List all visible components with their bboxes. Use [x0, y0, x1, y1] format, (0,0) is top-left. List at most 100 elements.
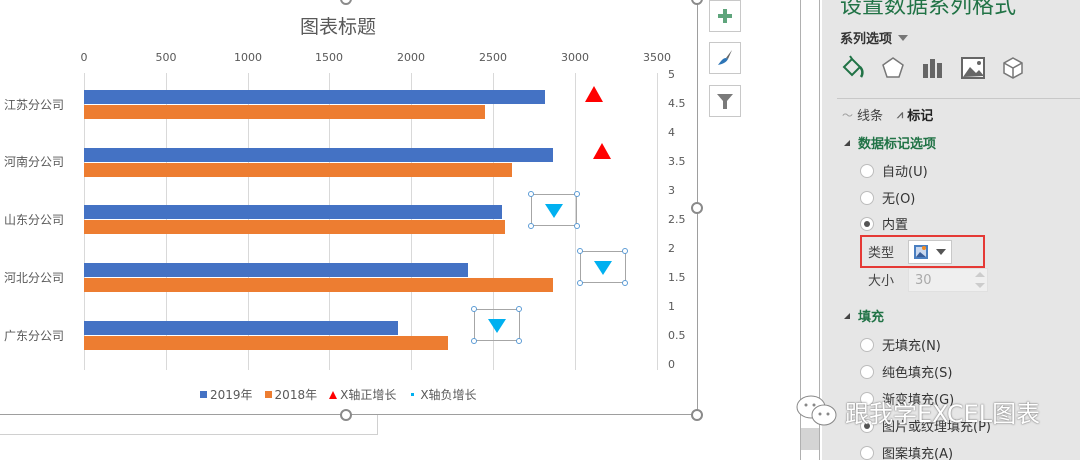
- bar-2019-hebei[interactable]: [84, 263, 468, 277]
- effects-tab[interactable]: [880, 55, 906, 81]
- bar-2019-jiangsu[interactable]: [84, 90, 545, 104]
- cube-icon: [1003, 57, 1023, 79]
- radio-label: 渐变填充(G): [882, 393, 955, 408]
- marker-up-triangle-icon[interactable]: [593, 143, 611, 159]
- scrollbar-thumb[interactable]: [801, 428, 819, 450]
- y2-tick: 2.5: [668, 213, 686, 226]
- category-label: 江苏分公司: [4, 98, 65, 112]
- picture-tab[interactable]: [960, 55, 986, 81]
- resize-handle-right[interactable]: [691, 202, 703, 214]
- x-tick: 3000: [561, 51, 589, 64]
- panel-title: 设置数据系列格式: [840, 0, 1017, 19]
- category-label: 河北分公司: [4, 271, 65, 285]
- panel-icon-tabs: [840, 55, 1026, 81]
- bar-2018-henan[interactable]: [84, 163, 512, 177]
- y2-tick: 3: [668, 184, 675, 197]
- radio-button-checked[interactable]: [860, 418, 874, 433]
- bar-2019-henan[interactable]: [84, 148, 553, 162]
- radio-builtin[interactable]: 内置: [860, 214, 908, 233]
- bar-2018-shandong[interactable]: [84, 220, 505, 234]
- plus-icon: [718, 9, 732, 23]
- radio-pattern-fill[interactable]: 图案填充(A): [860, 443, 953, 462]
- tab-line[interactable]: 〜 线条: [842, 105, 883, 125]
- resize-handle-bottom-right[interactable]: [691, 409, 703, 421]
- selection-dot: [516, 306, 522, 312]
- marker-down-triangle-icon: [545, 204, 563, 218]
- spin-down-icon[interactable]: [975, 283, 985, 288]
- bar-2018-hebei[interactable]: [84, 278, 553, 292]
- chart-title[interactable]: 图表标题: [300, 16, 377, 38]
- y2-tick: 4: [668, 126, 675, 139]
- gridline: [657, 73, 658, 370]
- radio-gradient-fill[interactable]: 渐变填充(G): [860, 389, 954, 408]
- chart-area[interactable]: 图表标题 0 500 1000 1500 2000 2500 3000 3500…: [0, 0, 703, 421]
- x-tick: 2000: [397, 51, 425, 64]
- marker-down-selected[interactable]: [580, 251, 626, 283]
- radio-none[interactable]: 无(O): [860, 188, 915, 207]
- radio-picture-fill[interactable]: 图片或纹理填充(P): [860, 416, 991, 435]
- legend-item-2019[interactable]: 2019年: [200, 386, 253, 403]
- y2-tick: 0.5: [668, 329, 686, 342]
- tab-marker[interactable]: ⩘ 标记: [897, 105, 933, 125]
- radio-button[interactable]: [860, 337, 874, 352]
- chevron-down-icon: [898, 34, 909, 41]
- radio-no-fill[interactable]: 无填充(N): [860, 335, 941, 354]
- chart-filters-button[interactable]: [709, 85, 741, 117]
- bar-2018-guangdong[interactable]: [84, 336, 448, 350]
- legend-label: 2019年: [210, 388, 253, 402]
- bar-2019-shandong[interactable]: [84, 205, 502, 219]
- series-options-dropdown[interactable]: 系列选项: [840, 28, 909, 47]
- marker-up-triangle-icon[interactable]: [585, 86, 603, 102]
- marker-down-triangle-icon: [594, 261, 612, 275]
- series-options-tab[interactable]: [920, 55, 946, 81]
- selection-dot: [622, 248, 628, 254]
- legend-item-2018[interactable]: 2018年: [264, 386, 318, 403]
- chart-elements-button[interactable]: [709, 0, 741, 32]
- legend-item-negative[interactable]: X轴负增长: [408, 386, 477, 403]
- legend-swatch-icon: [200, 391, 207, 398]
- radio-solid-fill[interactable]: 纯色填充(S): [860, 362, 952, 381]
- y2-tick: 1: [668, 300, 675, 313]
- radio-button[interactable]: [860, 364, 874, 379]
- radio-button[interactable]: [860, 190, 874, 205]
- radio-auto[interactable]: 自动(U): [860, 161, 928, 180]
- watermark: 跟我学EXCEL图表: [795, 393, 1040, 429]
- format-data-series-panel: 设置数据系列格式 系列选项 〜 线条 ⩘ 标记 数据标记选: [822, 0, 1080, 462]
- section-label: 数据标记选项: [858, 137, 937, 152]
- selection-dot: [577, 280, 583, 286]
- resize-handle-top-right[interactable]: [691, 0, 703, 5]
- filter-icon: [717, 94, 733, 109]
- category-label: 广东分公司: [4, 329, 65, 343]
- x-tick: 1500: [315, 51, 343, 64]
- spin-up-icon[interactable]: [975, 272, 985, 277]
- bar-2019-guangdong[interactable]: [84, 321, 398, 335]
- chart-styles-button[interactable]: [709, 42, 741, 74]
- legend-label: 2018年: [274, 388, 318, 402]
- y2-tick: 3.5: [668, 155, 686, 168]
- vertical-scrollbar[interactable]: [800, 0, 820, 460]
- 3d-tab[interactable]: [1000, 55, 1026, 81]
- legend-dot-icon: [411, 393, 415, 396]
- radio-label: 无(O): [882, 192, 916, 207]
- radio-button[interactable]: [860, 391, 874, 406]
- size-spinner[interactable]: 30: [908, 268, 988, 292]
- chart-legend[interactable]: 2019年 2018年 X轴正增长 X轴负增长: [200, 386, 477, 403]
- resize-handle-bottom[interactable]: [340, 409, 352, 421]
- radio-button-checked[interactable]: [860, 216, 874, 231]
- marker-down-selected[interactable]: [474, 309, 520, 341]
- sheet-cell-border: [0, 415, 378, 435]
- fill-line-tab[interactable]: [840, 55, 866, 81]
- radio-button[interactable]: [860, 163, 874, 178]
- radio-button[interactable]: [860, 445, 874, 460]
- marker-type-dropdown[interactable]: [908, 240, 952, 264]
- marker-down-selected[interactable]: [531, 194, 577, 226]
- legend-label: X轴正增长: [340, 388, 397, 402]
- section-marker-options[interactable]: 数据标记选项: [844, 133, 936, 152]
- resize-handle-top[interactable]: [340, 0, 352, 5]
- section-fill[interactable]: 填充: [844, 306, 884, 325]
- picture-marker-icon: [914, 245, 928, 259]
- bar-2018-jiangsu[interactable]: [84, 105, 485, 119]
- legend-item-positive[interactable]: X轴正增长: [329, 386, 396, 403]
- selection-dot: [574, 191, 580, 197]
- image-icon: [961, 57, 985, 79]
